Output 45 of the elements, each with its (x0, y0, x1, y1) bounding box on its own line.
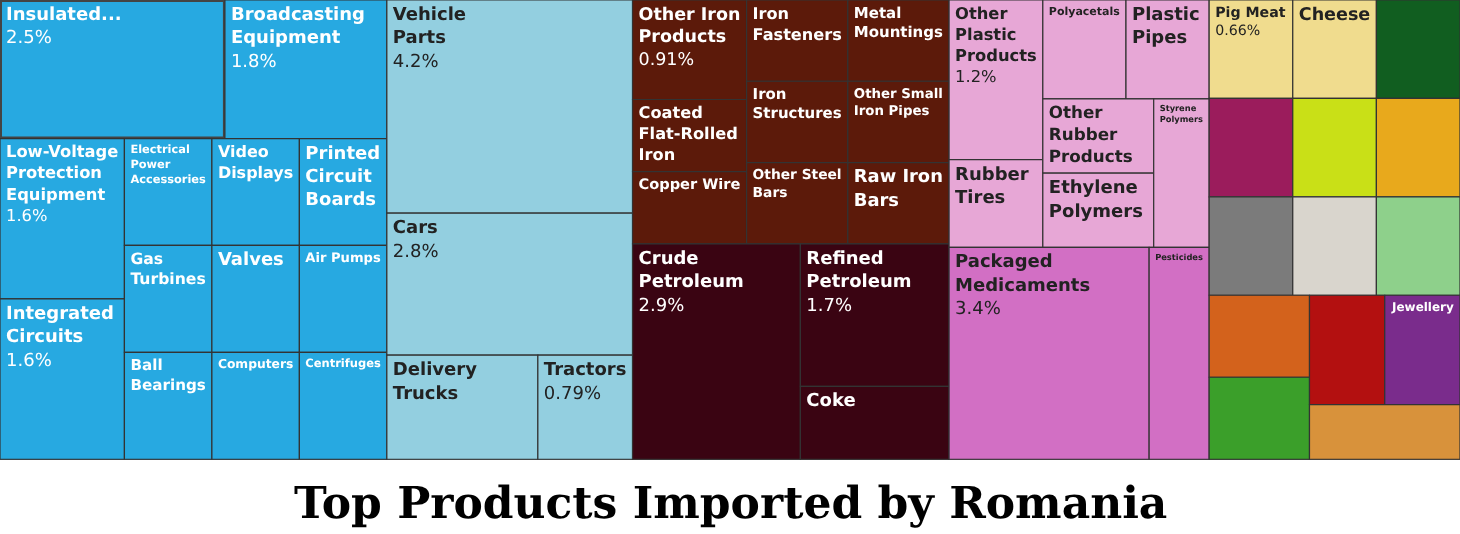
data-label: 1.8% (230, 52, 278, 73)
category-label: Delivery Trucks (392, 361, 478, 405)
category-label: Other Iron Products (638, 5, 741, 49)
category-label: Copper Wire (638, 175, 741, 193)
category-label: Ethylene Polymers (1048, 179, 1143, 223)
category-label: Broadcasting Equipment (230, 6, 365, 50)
data-label: 2.5% (6, 29, 53, 50)
category-label: Packaged Medicaments (955, 253, 1091, 297)
data-label: 3.4% (955, 300, 1002, 321)
category-label: Low-Voltage Protection Equipment (6, 141, 120, 204)
data-label: 1.6% (6, 351, 53, 372)
category-label: Rubber Tires (955, 165, 1030, 209)
category-label: Metal Mountings (853, 3, 944, 42)
category-label: Printed Circuit Boards (305, 144, 381, 212)
data-label: 1.6% (6, 204, 48, 225)
category-label: Iron Fasteners (752, 4, 843, 44)
category-label: Plastic Pipes (1131, 6, 1200, 50)
category-label: Refined Petroleum (806, 249, 912, 294)
category-label: Cheese (1298, 5, 1371, 26)
category-label: Gas Turbines (130, 249, 207, 288)
category-label: Ball Bearings (130, 356, 207, 394)
category-label: Other Rubber Products (1048, 101, 1133, 166)
category-label: Coke (806, 392, 856, 413)
category-label: Pig Meat (1215, 3, 1287, 22)
data-label: 0.79% (543, 384, 602, 405)
category-label: Other Plastic Products (955, 2, 1038, 66)
category-label: Valves (217, 251, 284, 272)
data-label: 1.7% (806, 296, 853, 317)
data-label: 0.91% (638, 51, 695, 72)
data-label: 1.2% (955, 66, 998, 87)
category-label: Cars (392, 219, 438, 240)
category-label: Raw Iron Bars (853, 168, 943, 212)
category-label: Tractors (543, 361, 627, 382)
data-label: 2.9% (638, 296, 686, 317)
data-label: 4.2% (392, 52, 440, 73)
category-label: Video Displays (217, 143, 294, 182)
category-label: Coated Flat-Rolled Iron (638, 102, 739, 165)
category-label: Integrated Circuits (6, 304, 114, 349)
data-label: 2.8% (392, 242, 440, 263)
category-label: Crude Petroleum (638, 249, 744, 294)
data-label: 0.66% (1215, 21, 1261, 40)
category-label: Insulated... (6, 6, 122, 26)
category-label: Vehicle Parts (392, 6, 467, 50)
category-label: Iron Structures (752, 84, 843, 123)
text: Top Products Imported by Romania (294, 478, 1168, 530)
